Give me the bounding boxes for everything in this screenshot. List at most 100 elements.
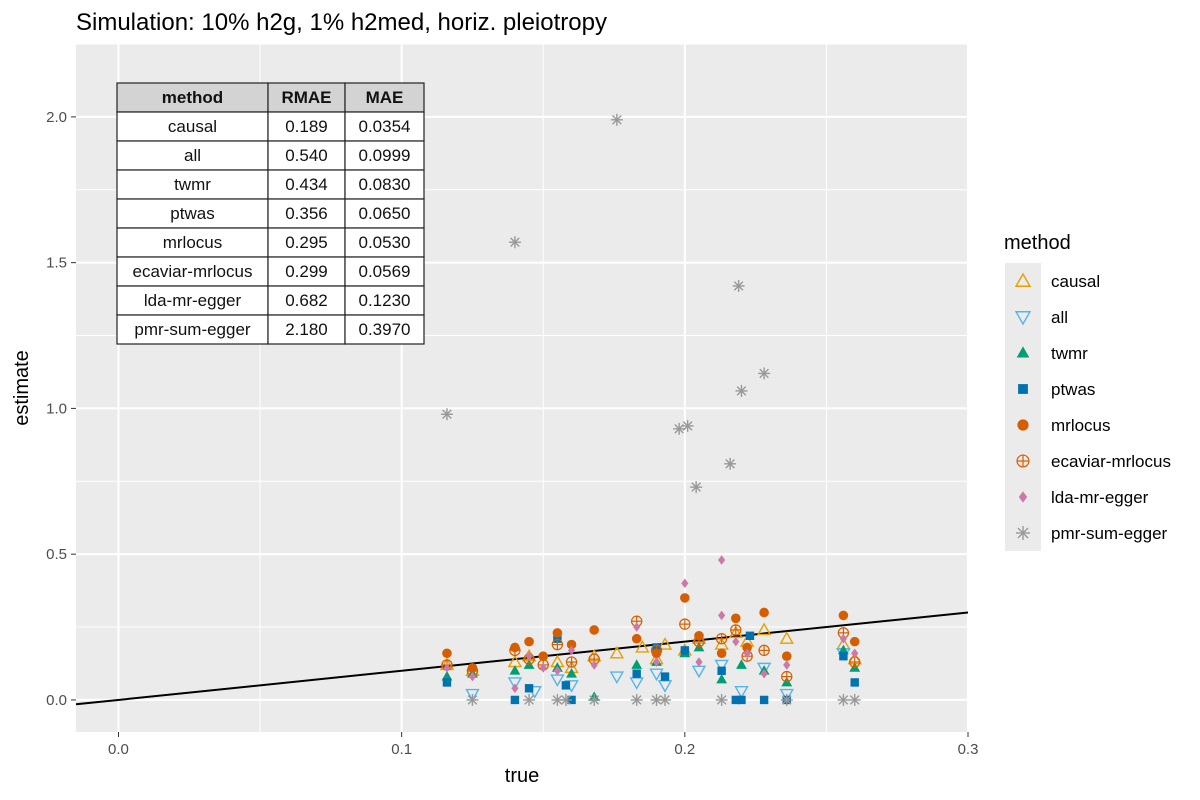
y-tick-label: 1.0 xyxy=(46,400,67,417)
point-ptwas xyxy=(632,669,641,678)
point-twmr xyxy=(441,670,453,681)
legend-symbol-causal xyxy=(1014,272,1032,287)
point-pmr-sum-egger xyxy=(659,693,672,706)
point-pmr-sum-egger-d2 xyxy=(631,695,642,705)
point-all xyxy=(756,662,772,676)
point-all xyxy=(465,688,480,702)
x-axis-label: true xyxy=(505,765,539,787)
point-pmr-sum-egger xyxy=(523,693,536,706)
table-cell-text: 0.540 xyxy=(285,146,328,165)
table-cell-text: twmr xyxy=(174,175,211,194)
point-pmr-sum-egger xyxy=(758,367,771,380)
table-cell xyxy=(344,169,425,200)
point-pmr-sum-egger-d2 xyxy=(849,695,860,705)
point-lda-mr-egger xyxy=(718,555,726,565)
point-mrlocus xyxy=(442,648,452,659)
point-ptwas xyxy=(561,681,571,690)
table-cell xyxy=(116,314,269,345)
table-cell-text: 0.1230 xyxy=(359,291,411,310)
point-all xyxy=(657,680,673,693)
point-mrlocus xyxy=(538,651,549,662)
y-axis-label: estimate xyxy=(11,350,33,426)
legend-symbol-twmr xyxy=(1016,346,1030,358)
point-pmr-sum-egger-d2 xyxy=(838,695,849,705)
table-cell-text: 0.0530 xyxy=(359,233,411,252)
x-tick-label: 0.2 xyxy=(674,741,695,758)
point-pmr-sum-egger-d2 xyxy=(589,695,600,705)
point-ecaviar-mrlocus xyxy=(679,618,691,630)
point-ptwas xyxy=(839,652,848,661)
point-ptwas xyxy=(745,631,755,640)
table-header-cell xyxy=(344,82,425,113)
chart-title: Simulation: 10% h2g, 1% h2med, horiz. pl… xyxy=(76,9,607,36)
table-cell xyxy=(344,140,425,171)
table-header-cell xyxy=(116,82,269,113)
legend-label: lda-mr-egger xyxy=(1051,488,1149,507)
legend-symbol-pmr-sum-egger xyxy=(1016,526,1030,540)
series-lda-mr-egger xyxy=(443,555,859,694)
point-ptwas xyxy=(717,666,726,675)
y-axis: 0.0 0.5 1.0 1.5 2.0 xyxy=(46,109,76,709)
table-cell-text: 0.3970 xyxy=(359,320,411,339)
legend-label: mrlocus xyxy=(1051,416,1111,435)
table-header-cell xyxy=(267,82,346,113)
point-pmr-sum-egger xyxy=(440,408,453,421)
point-mrlocus xyxy=(759,607,769,618)
point-pmr-sum-egger xyxy=(837,693,850,706)
point-lda-mr-egger xyxy=(590,660,598,670)
point-twmr xyxy=(716,673,728,684)
legend-label: ptwas xyxy=(1051,380,1095,399)
legend-title: method xyxy=(1004,232,1071,254)
point-lda-mr-egger xyxy=(732,636,740,647)
table-cell-text: 0.0569 xyxy=(359,262,411,281)
point-ecaviar-mrlocus xyxy=(730,624,742,636)
point-ecaviar-mrlocus xyxy=(565,656,578,668)
table-cell xyxy=(344,111,425,142)
point-ecaviar-mrlocus xyxy=(693,635,705,648)
table-cell-text: mrlocus xyxy=(163,233,223,252)
table-cell-text: 0.295 xyxy=(285,233,328,252)
point-lda-mr-egger xyxy=(851,648,859,659)
series-pmr-sum-egger xyxy=(440,113,861,706)
point-mrlocus xyxy=(742,642,752,653)
point-lda-mr-egger xyxy=(743,648,751,659)
table-header-text: RMAE xyxy=(281,88,331,107)
point-mrlocus xyxy=(680,593,690,603)
point-ptwas xyxy=(524,684,534,693)
point-all xyxy=(609,671,625,685)
legend-symbol-pmr-sum-egger-d2 xyxy=(1017,527,1029,539)
table-cell-text: 0.0354 xyxy=(359,117,411,136)
point-lda-mr-egger xyxy=(633,622,641,632)
point-pmr-sum-egger-d2 xyxy=(510,237,520,248)
table-cell-text: 0.299 xyxy=(285,262,328,281)
point-ptwas xyxy=(737,695,746,705)
point-lda-mr-egger xyxy=(681,578,689,589)
point-mrlocus xyxy=(631,633,642,644)
point-pmr-sum-egger xyxy=(715,693,728,706)
table-cell xyxy=(344,285,425,316)
table-cell xyxy=(116,256,269,287)
point-ecaviar-mrlocus xyxy=(509,644,521,657)
point-ptwas xyxy=(850,678,859,687)
point-pmr-sum-egger xyxy=(630,693,643,706)
table-cell-text: 0.356 xyxy=(285,204,328,223)
point-mrlocus xyxy=(552,628,563,638)
point-ecaviar-mrlocus xyxy=(715,633,728,645)
point-pmr-sum-egger-d2 xyxy=(733,281,744,291)
point-pmr-sum-egger xyxy=(610,113,623,126)
point-ptwas xyxy=(731,695,740,705)
legend: method causal all twmr ptwas mrlocus ecaviar-… xyxy=(1004,232,1171,551)
point-mrlocus xyxy=(781,651,792,662)
point-mrlocus xyxy=(716,648,727,659)
table-cell-text: 0.682 xyxy=(285,291,328,310)
x-tick-label: 0.3 xyxy=(958,741,979,758)
point-pmr-sum-egger xyxy=(690,481,703,494)
point-mrlocus xyxy=(566,639,577,650)
point-twmr xyxy=(566,667,577,678)
table-cell xyxy=(116,140,269,171)
point-pmr-sum-egger xyxy=(551,693,564,706)
point-pmr-sum-egger-d2 xyxy=(759,368,769,379)
point-pmr-sum-egger-d2 xyxy=(651,695,662,705)
point-pmr-sum-egger-d2 xyxy=(552,695,563,705)
